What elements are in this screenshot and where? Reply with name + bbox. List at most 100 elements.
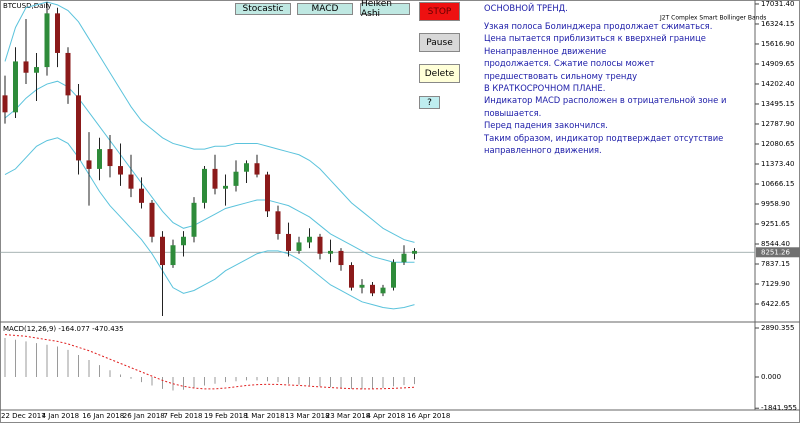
candle-body	[370, 284, 375, 294]
candle-body	[328, 250, 333, 254]
analysis-line: направленного движения.	[484, 145, 602, 155]
bollinger-band	[4, 137, 415, 310]
x-tick-label: 13 Mar 2018	[285, 412, 329, 420]
candle-body	[2, 95, 8, 113]
analysis-line: Цена пытается приблизиться к вверхней гр…	[484, 33, 706, 44]
candle-body	[191, 202, 197, 237]
candle-body	[359, 284, 365, 288]
x-tick-label: 22 Dec 2017	[1, 412, 46, 420]
candle-body	[254, 163, 260, 175]
x-tick-label: 26 Jan 2018	[123, 412, 165, 420]
candle-body	[317, 236, 323, 254]
symbol-title: BTCUSD,Daily	[3, 2, 51, 10]
current-price-label: 8251.26	[761, 248, 790, 256]
x-tick-label: 4 Jan 2018	[42, 412, 80, 420]
y-tick-label: 0.000	[761, 373, 781, 381]
indicator-label: J2T Complex Smart Bollinger Bands	[659, 15, 766, 22]
y-tick-label: 12080.65	[761, 140, 794, 148]
candle-body	[296, 242, 302, 251]
analysis-line: Таким образом, индикатор подтверждает от…	[484, 132, 724, 143]
candle-body	[391, 262, 396, 288]
analysis-line: ОСНОВНОЙ ТРЕНД.	[484, 3, 568, 13]
x-tick-label: 16 Jan 2018	[82, 412, 124, 420]
x-tick-label: 7 Feb 2018	[163, 412, 202, 420]
y-tick-label: 9958.90	[761, 200, 790, 208]
candle-body	[55, 13, 60, 53]
y-tick-label: 11373.40	[761, 160, 794, 168]
y-tick-label: 17031.40	[761, 0, 794, 8]
candle-body	[76, 95, 81, 161]
y-tick-label: 9251.65	[761, 220, 790, 228]
current-price-box	[756, 247, 800, 258]
candle-body	[13, 61, 18, 113]
analysis-line: В КРАТКОСРОЧНОМ ПЛАНЕ.	[484, 83, 606, 93]
delete-button[interactable]: Delete	[419, 64, 460, 83]
candle-body	[223, 185, 228, 189]
candle-body	[202, 168, 207, 203]
candle-body	[65, 52, 71, 96]
candle-body	[34, 67, 39, 73]
y-tick-label: 13495.15	[761, 100, 794, 108]
candle-body	[139, 188, 144, 203]
candle-body	[275, 211, 281, 234]
y-tick-label: 16324.15	[761, 20, 794, 28]
y-tick-label: 14202.40	[761, 80, 794, 88]
candle-body	[349, 265, 354, 288]
heiken-ashi-button[interactable]: Heiken Ashi	[360, 0, 410, 19]
candle-body	[286, 233, 291, 251]
candle-body	[307, 236, 312, 243]
x-tick-label: 1 Mar 2018	[245, 412, 285, 420]
candle-body	[86, 160, 92, 169]
candle-body	[107, 149, 113, 167]
candle-body	[44, 13, 50, 68]
x-tick-label: 16 Apr 2018	[407, 412, 450, 420]
y-tick-label: 15616.90	[761, 40, 794, 48]
candle-body	[97, 149, 102, 169]
candle-body	[23, 61, 29, 73]
macd-title: MACD(12,26,9) -164.077 -470.435	[3, 325, 124, 333]
candle-body	[212, 168, 218, 189]
analysis-line: Ненаправленное движение	[484, 45, 607, 56]
analysis-line: повышается.	[484, 107, 542, 118]
candle-body	[118, 166, 123, 175]
candle-body	[265, 174, 270, 212]
candle-body	[412, 250, 417, 254]
candle-body	[170, 245, 176, 266]
candle-body	[160, 236, 165, 266]
analysis-line: Узкая полоса Болинджера продолжает сжима…	[484, 21, 713, 31]
x-tick-label: 23 Mar 2018	[326, 412, 370, 420]
candle-body	[128, 174, 134, 189]
y-tick-label: 6422.65	[761, 300, 790, 308]
bollinger-band	[4, 1, 415, 243]
analysis-line: Индикатор MACD расположен в отрицательно…	[484, 95, 727, 106]
macd-button[interactable]: MACD	[297, 3, 353, 15]
candle-body	[233, 171, 239, 186]
y-tick-label: -1841.955	[761, 404, 797, 412]
bollinger-band	[4, 80, 415, 263]
y-tick-label: 7129.90	[761, 280, 790, 288]
help-button[interactable]: ?	[419, 96, 440, 109]
candle-body	[338, 250, 344, 266]
pause-button[interactable]: Pause	[419, 33, 460, 52]
candle-body	[149, 202, 155, 237]
x-tick-label: 19 Feb 2018	[204, 412, 248, 420]
stochastic-button[interactable]: Stocastic	[235, 3, 291, 15]
y-tick-label: 10666.15	[761, 180, 794, 188]
y-tick-label: 14909.65	[761, 60, 794, 68]
analysis-line: предшествовать сильному тренду	[484, 70, 638, 81]
analysis-line: Перед падения закончился.	[484, 120, 608, 131]
candle-body	[244, 163, 249, 172]
candle-body	[401, 253, 407, 263]
macd-signal-line	[4, 334, 415, 390]
stop-button[interactable]: STOP	[419, 2, 460, 21]
candle-body	[181, 236, 186, 246]
y-tick-label: 12787.90	[761, 120, 794, 128]
analysis-line: продолжается. Сжатие полосы может	[484, 58, 655, 69]
y-tick-label: 7837.15	[761, 260, 790, 268]
candle-body	[380, 287, 386, 294]
y-tick-label: 8544.40	[761, 240, 790, 248]
y-tick-label: 2890.355	[761, 324, 794, 332]
